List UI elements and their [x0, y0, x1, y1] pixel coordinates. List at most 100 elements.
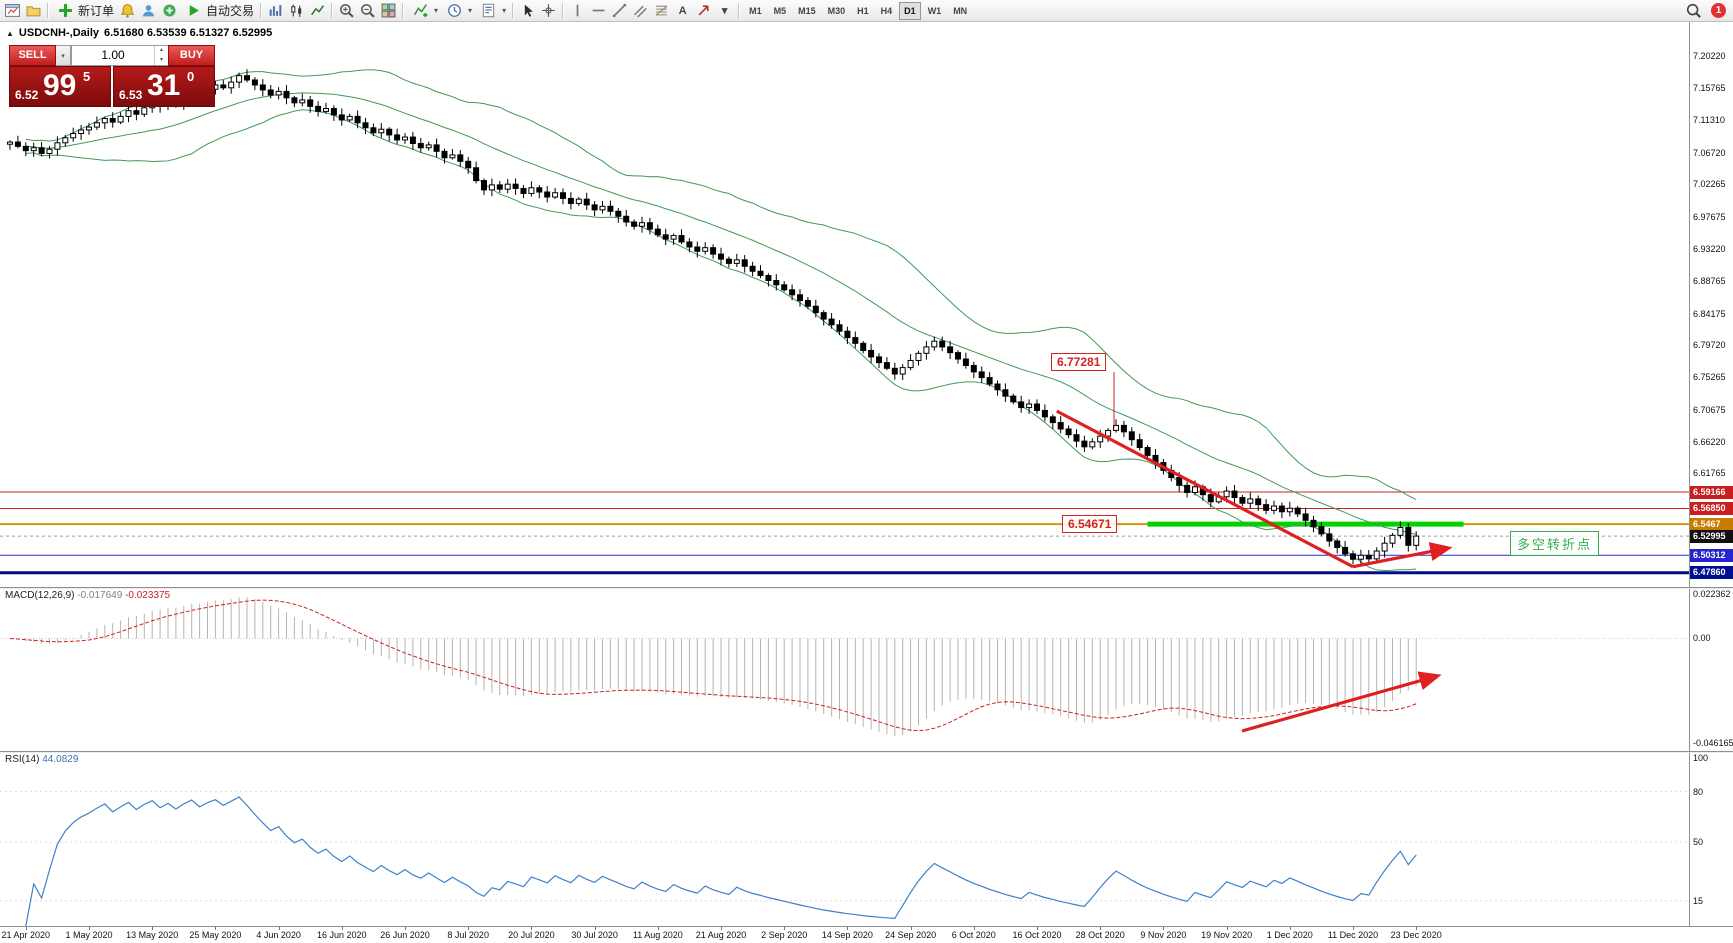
toolbar-right-group: 1 [1683, 0, 1731, 21]
zoom-in-icon[interactable] [336, 0, 357, 21]
periods-button[interactable]: ▾ [441, 0, 475, 21]
timeframe-mn[interactable]: MN [953, 5, 968, 16]
timeframe-w1[interactable]: W1 [927, 5, 942, 16]
time-axis-tick [531, 927, 533, 930]
vertical-line-icon[interactable] [567, 0, 588, 21]
support-price-label[interactable]: 6.54671 [1062, 515, 1118, 533]
turning-point-label[interactable]: 多空转折点 [1510, 531, 1600, 556]
trendline-icon[interactable] [609, 0, 630, 21]
rsi-indicator-label: RSI(14) 44.0829 [5, 754, 78, 765]
search-icon[interactable] [1683, 0, 1704, 21]
price-scale-label: 7.15765 [1693, 83, 1726, 94]
time-axis-tick [152, 927, 154, 930]
timeframe-m1[interactable]: M1 [749, 5, 762, 16]
time-axis-label: 1 May 2020 [65, 930, 113, 940]
time-axis-tick [468, 927, 470, 930]
macd-scale-top: 0.022362 [1693, 589, 1731, 599]
market-icon[interactable] [159, 0, 180, 21]
time-axis-tick [405, 927, 406, 930]
volume-field[interactable]: 1.00 ▴ ▾ [71, 45, 168, 66]
panel-separator[interactable] [0, 587, 1733, 589]
price-scale-label: 7.02265 [1693, 179, 1726, 190]
price-scale-label: 6.88765 [1693, 275, 1726, 286]
chart-bars-icon[interactable] [265, 0, 286, 21]
sell-price-sup: 5 [83, 69, 91, 84]
volume-stepper[interactable]: ▴ ▾ [154, 46, 168, 65]
time-axis-label: 28 Oct 2020 [1075, 930, 1125, 940]
time-axis-label: 13 May 2020 [126, 930, 179, 940]
horizontal-line-icon[interactable] [588, 0, 609, 21]
time-axis-label: 26 Jun 2020 [380, 930, 430, 940]
shapes-dropdown-icon[interactable]: ▾ [721, 5, 728, 17]
macd-indicator-label: MACD(12,26,9) -0.017649 -0.023375 [5, 590, 170, 601]
new-order-icon [55, 0, 76, 21]
channel-icon[interactable] [630, 0, 651, 21]
timeframe-h1[interactable]: H1 [857, 5, 869, 16]
periods-icon [444, 0, 465, 21]
tile-windows-icon[interactable] [378, 0, 399, 21]
new-order-button[interactable]: 新订单 [52, 0, 117, 21]
one-click-toggle-icon[interactable]: ▲ [6, 28, 14, 38]
time-axis-label: 4 Jun 2020 [256, 930, 301, 940]
time-axis-label: 21 Aug 2020 [695, 930, 747, 940]
price-scale-label: 6.84175 [1693, 308, 1726, 319]
indicators-button[interactable]: ▾ [407, 0, 441, 21]
time-axis-label: 8 Jul 2020 [447, 930, 489, 940]
notification-badge[interactable]: 1 [1711, 3, 1726, 18]
timeframe-m15[interactable]: M15 [798, 5, 816, 16]
buy-button[interactable]: BUY [168, 45, 215, 66]
price-scale-label: 6.79720 [1693, 340, 1726, 351]
timeframe-h4[interactable]: H4 [880, 5, 893, 16]
sell-price-prefix: 6.52 [15, 88, 39, 102]
chart-candles-icon[interactable] [286, 0, 307, 21]
time-axis-tick [278, 927, 280, 930]
sell-button[interactable]: SELL [9, 45, 56, 66]
price-scale[interactable]: 0.022362 0.00 -0.046165 7.20220 7.15765 7.… [1689, 22, 1733, 926]
text-icon[interactable]: A [678, 4, 687, 17]
price-level-badge: 6.56850 [1690, 502, 1733, 516]
time-axis-label: 25 May 2020 [189, 930, 242, 940]
swing-high-price-label[interactable]: 6.77281 [1051, 353, 1107, 371]
macd-scale-bottom: -0.046165 [1693, 738, 1733, 748]
time-axis[interactable]: 21 Apr 2020 1 May 2020 13 May 2020 25 May 2… [0, 926, 1733, 943]
macd-signal-value: -0.023375 [125, 590, 171, 601]
macd-scale-zero: 0.00 [1693, 633, 1711, 644]
crosshair-icon[interactable] [538, 0, 559, 21]
time-axis-label: 20 Jul 2020 [508, 930, 555, 940]
autotrading-icon [183, 0, 204, 21]
buy-price-tile[interactable]: 6.53 31 0 [113, 66, 215, 107]
volume-dropdown[interactable]: ▾ [56, 45, 71, 66]
dropdown-arrow-icon: ▾ [468, 6, 473, 15]
dropdown-arrow-icon: ▾ [434, 6, 439, 15]
time-axis-tick [1226, 927, 1228, 930]
price-scale-label: 7.06720 [1693, 147, 1726, 158]
chart-line-icon[interactable] [307, 0, 328, 21]
community-icon[interactable] [138, 0, 159, 21]
toolbar-separator [512, 3, 515, 18]
autotrading-button[interactable]: 自动交易 [180, 0, 257, 21]
panel-separator[interactable] [0, 751, 1733, 753]
time-axis-label: 1 Dec 2020 [1266, 930, 1313, 940]
sell-price-tile[interactable]: 6.52 99 5 [9, 66, 111, 107]
price-scale-label: 6.75265 [1693, 372, 1726, 383]
fibonacci-icon[interactable] [651, 0, 672, 21]
chart-window-icon[interactable] [2, 0, 23, 21]
timeframe-d1[interactable]: D1 [899, 1, 921, 20]
time-axis-tick [1289, 927, 1291, 930]
timeframe-m5[interactable]: M5 [773, 5, 787, 16]
volume-input[interactable]: 1.00 [101, 48, 125, 62]
time-axis-tick [784, 927, 786, 930]
time-axis-label: 2 Sep 2020 [761, 930, 808, 940]
timeframe-m30[interactable]: M30 [827, 5, 846, 16]
price-scale-label: 7.11310 [1693, 114, 1725, 125]
arrows-icon[interactable] [693, 0, 714, 21]
time-axis-tick [721, 927, 722, 930]
toolbar-separator [260, 3, 263, 18]
cursor-icon[interactable] [517, 0, 538, 21]
alerts-icon[interactable] [117, 0, 138, 21]
templates-button[interactable]: ▾ [475, 0, 509, 21]
toolbar-separator [738, 3, 741, 18]
zoom-out-icon[interactable] [357, 0, 378, 21]
profiles-icon[interactable] [23, 0, 44, 21]
